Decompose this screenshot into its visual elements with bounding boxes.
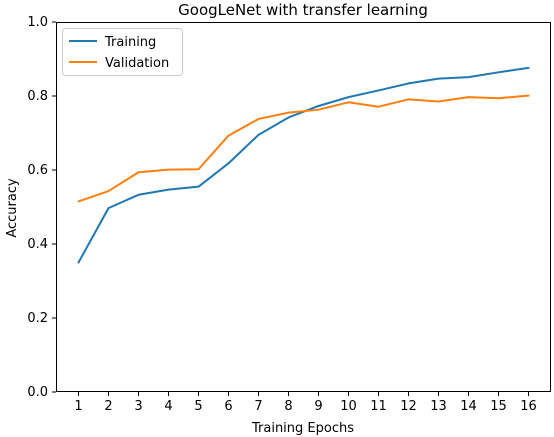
plot-area [56,22,551,392]
x-axis-label: Training Epochs [251,421,354,436]
ticks: 1 2 3 4 5 6 7 8 9 10 11 12 13 14 15 160.00.20.40.60.81.… [27,15,536,414]
x-tick-label-5: 5 [194,399,202,414]
y-tick-label-1.0: 1.0 [27,15,48,30]
axes [56,22,551,392]
x-tick-label-14: 14 [460,399,477,414]
x-tick-label-7: 7 [254,399,262,414]
x-tick-label-8: 8 [284,399,292,414]
legend-label-training: Training [104,35,156,50]
y-tick-label-0.2: 0.2 [27,311,48,326]
x-tick-label-13: 13 [430,399,447,414]
x-tick-label-10: 10 [340,399,357,414]
x-tick-label-15: 15 [490,399,507,414]
x-tick-label-2: 2 [104,399,112,414]
x-tick-label-12: 12 [400,399,417,414]
legend-label-validation: Validation [105,56,169,71]
plot-background [56,22,551,392]
y-tick-label-0.6: 0.6 [27,163,48,178]
y-tick-label-0.8: 0.8 [27,89,48,104]
x-tick-label-3: 3 [134,399,142,414]
axes-frame [56,22,551,392]
chart-title: GoogLeNet with transfer learning [178,1,428,19]
legend: Training Validation [62,28,183,76]
x-tick-label-9: 9 [314,399,322,414]
series-line-validation [77,94,530,203]
y-tick-label-0.4: 0.4 [27,237,48,252]
y-axis-label: Accuracy [5,178,20,238]
x-tick-label-11: 11 [370,399,387,414]
x-tick-label-1: 1 [74,399,82,414]
x-tick-label-6: 6 [224,399,232,414]
x-tick-label-4: 4 [164,399,172,414]
y-tick-label-0.0: 0.0 [27,385,48,400]
x-tick-label-16: 16 [520,399,537,414]
